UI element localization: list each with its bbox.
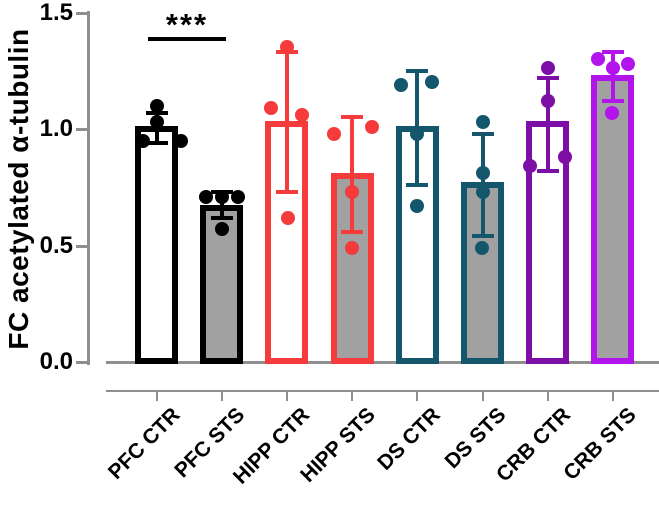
y-axis-line — [87, 11, 90, 365]
y-axis-tick — [76, 128, 87, 131]
error-bar-cap-bottom-crb-ctr — [536, 168, 559, 173]
x-category-label: PFC CTR — [103, 403, 185, 484]
error-bar-cap-top-ds-sts — [471, 131, 494, 136]
data-point-crb-ctr — [540, 61, 555, 76]
category-tick — [155, 392, 158, 401]
category-tick — [546, 392, 549, 401]
category-tick — [351, 392, 354, 401]
y-axis-tick — [76, 361, 87, 364]
data-point-hipp-sts — [345, 240, 360, 255]
data-point-hipp-ctr — [280, 210, 295, 225]
data-point-hipp-sts — [365, 119, 380, 134]
category-tick — [611, 392, 614, 401]
data-point-pfc-ctr — [173, 133, 188, 148]
data-point-pfc-sts — [214, 189, 229, 204]
error-bar-line-hipp-sts — [350, 117, 355, 232]
error-bar-cap-top-ds-ctr — [406, 68, 429, 73]
significance-line — [148, 37, 226, 41]
category-tick — [285, 392, 288, 401]
error-bar-cap-bottom-ds-sts — [471, 234, 494, 239]
y-axis-title: FC acetylated α-tubulin — [3, 28, 34, 350]
error-bar-cap-top-crb-ctr — [536, 75, 559, 80]
data-point-ds-sts — [475, 115, 490, 129]
data-point-pfc-ctr — [149, 98, 164, 113]
data-point-ds-ctr — [410, 198, 425, 213]
error-bar-cap-bottom-ds-ctr — [406, 182, 429, 187]
y-tick-label: 0.5 — [39, 231, 73, 259]
bar-hipp-ctr — [265, 121, 309, 364]
error-bar-line-crb-sts — [610, 52, 615, 102]
category-tick — [481, 392, 484, 401]
error-bar-line-hipp-ctr — [284, 52, 289, 192]
error-bar-cap-bottom-hipp-ctr — [275, 189, 298, 194]
zero-baseline — [106, 361, 659, 364]
data-point-crb-sts — [605, 61, 620, 76]
data-point-crb-sts — [604, 105, 619, 120]
y-tick-label: 0.0 — [39, 348, 73, 375]
data-point-hipp-sts — [327, 126, 342, 141]
x-category-label: DS CTR — [373, 403, 445, 475]
data-point-hipp-ctr — [294, 108, 309, 123]
data-point-pfc-sts — [214, 222, 229, 237]
error-bar-cap-top-crb-sts — [601, 50, 624, 55]
error-bar-cap-top-hipp-sts — [341, 115, 364, 120]
error-bar-cap-bottom-crb-sts — [601, 99, 624, 104]
data-point-ds-sts — [474, 240, 489, 255]
data-point-crb-ctr — [522, 159, 537, 174]
data-point-ds-sts — [475, 166, 490, 181]
data-point-ds-sts — [475, 184, 490, 199]
error-bar-line-crb-ctr — [545, 77, 550, 171]
data-point-pfc-sts — [230, 189, 245, 204]
bar-pfc-ctr — [135, 126, 178, 364]
y-tick-label: 1.0 — [39, 115, 73, 142]
data-point-hipp-ctr — [263, 101, 278, 116]
data-point-pfc-ctr — [149, 115, 164, 129]
y-axis-tick — [76, 11, 87, 15]
error-bar-cap-bottom-pfc-sts — [210, 215, 233, 220]
y-tick-label: 1.5 — [39, 0, 73, 26]
data-point-hipp-ctr — [279, 40, 294, 55]
category-tick — [220, 392, 223, 401]
data-point-ds-ctr — [394, 77, 409, 92]
data-point-crb-sts — [620, 56, 635, 71]
data-point-crb-sts — [590, 52, 605, 67]
data-point-pfc-ctr — [135, 133, 150, 148]
error-bar-cap-top-pfc-ctr — [145, 110, 168, 115]
data-point-hipp-sts — [345, 184, 360, 199]
category-tick — [416, 392, 419, 401]
y-axis-tick — [76, 244, 87, 248]
data-point-ds-ctr — [410, 126, 425, 141]
bar-crb-sts — [591, 74, 635, 364]
category-axis-line — [106, 390, 659, 392]
error-bar-cap-bottom-hipp-sts — [341, 229, 364, 234]
error-bar-line-pfc-sts — [219, 191, 224, 218]
error-bar-cap-bottom-pfc-ctr — [145, 140, 168, 145]
data-point-crb-ctr — [540, 94, 555, 109]
significance-label: *** — [165, 7, 209, 42]
data-point-ds-ctr — [425, 75, 440, 90]
data-point-pfc-sts — [198, 189, 213, 204]
data-point-crb-ctr — [557, 149, 572, 164]
